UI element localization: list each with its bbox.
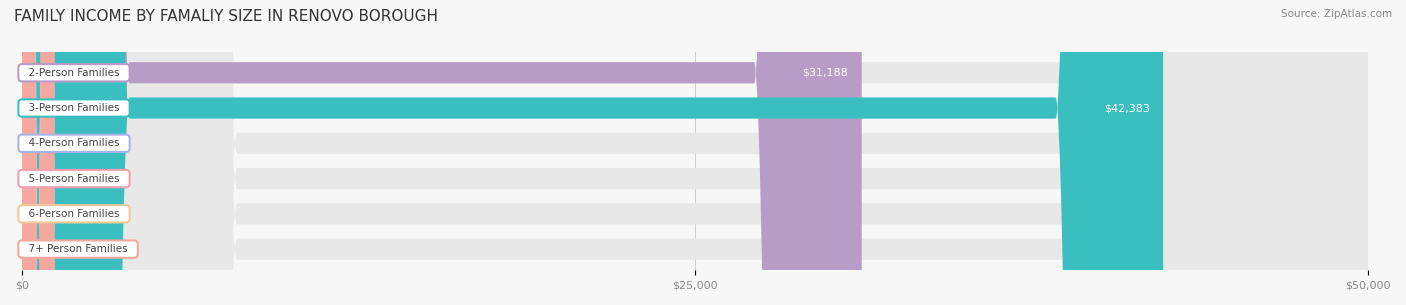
Text: Source: ZipAtlas.com: Source: ZipAtlas.com	[1281, 9, 1392, 19]
FancyBboxPatch shape	[22, 0, 1368, 305]
FancyBboxPatch shape	[22, 0, 1368, 305]
FancyBboxPatch shape	[22, 0, 1368, 305]
Text: $0: $0	[67, 244, 82, 254]
Text: 7+ Person Families: 7+ Person Families	[22, 244, 134, 254]
Text: 2-Person Families: 2-Person Families	[22, 68, 127, 78]
FancyBboxPatch shape	[22, 0, 55, 305]
FancyBboxPatch shape	[22, 0, 55, 305]
Text: $0: $0	[67, 138, 82, 148]
Text: $31,188: $31,188	[803, 68, 848, 78]
FancyBboxPatch shape	[22, 0, 1368, 305]
Text: 6-Person Families: 6-Person Families	[22, 209, 127, 219]
Text: FAMILY INCOME BY FAMALIY SIZE IN RENOVO BOROUGH: FAMILY INCOME BY FAMALIY SIZE IN RENOVO …	[14, 9, 439, 24]
Text: 4-Person Families: 4-Person Families	[22, 138, 127, 148]
Text: 5-Person Families: 5-Person Families	[22, 174, 127, 184]
Text: 3-Person Families: 3-Person Families	[22, 103, 127, 113]
Text: $42,383: $42,383	[1104, 103, 1150, 113]
FancyBboxPatch shape	[22, 0, 55, 305]
FancyBboxPatch shape	[22, 0, 1368, 305]
FancyBboxPatch shape	[22, 0, 55, 305]
FancyBboxPatch shape	[22, 0, 862, 305]
FancyBboxPatch shape	[22, 0, 1368, 305]
FancyBboxPatch shape	[22, 0, 1163, 305]
Text: $0: $0	[67, 209, 82, 219]
Text: $0: $0	[67, 174, 82, 184]
